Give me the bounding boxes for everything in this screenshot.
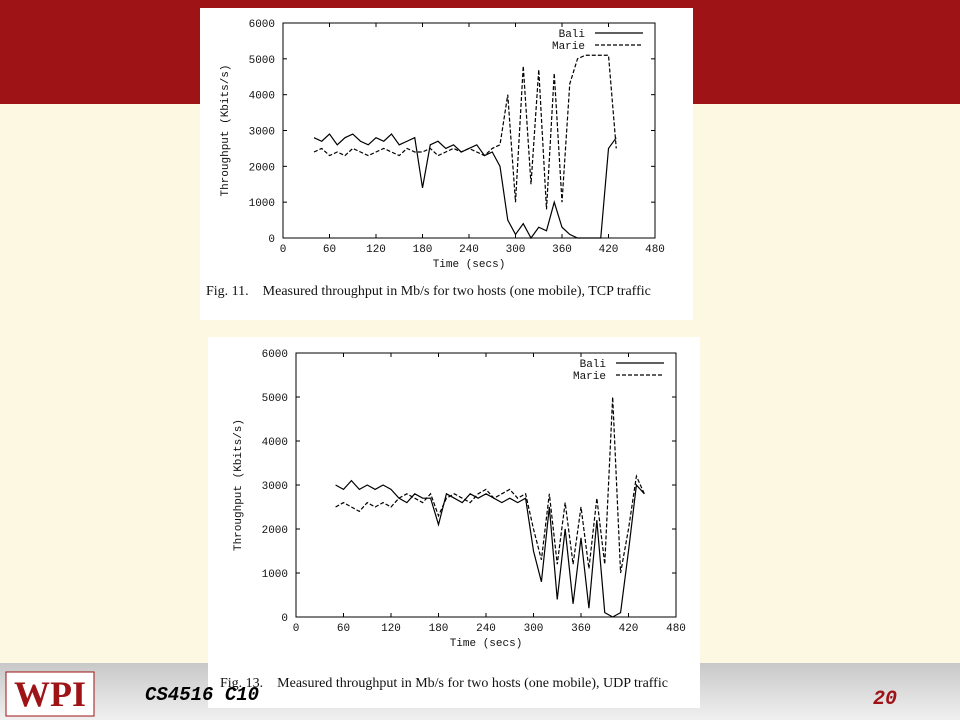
figure-image — [200, 8, 693, 320]
legend-label: Marie — [552, 41, 585, 53]
x-tick-label: 480 — [666, 623, 686, 635]
x-tick-label: 60 — [323, 244, 336, 256]
x-tick-label: 120 — [366, 244, 386, 256]
series-line — [335, 479, 645, 618]
x-tick-label: 420 — [599, 244, 619, 256]
x-tick-label: 120 — [381, 623, 401, 635]
y-tick-label: 6000 — [262, 349, 288, 361]
x-tick-label: 0 — [280, 244, 287, 256]
y-tick-label: 5000 — [262, 393, 288, 405]
x-tick-label: 60 — [337, 623, 350, 635]
y-tick-label: 4000 — [262, 437, 288, 449]
y-axis-label: Throughput (Kbits/s) — [220, 64, 232, 196]
y-tick-label: 3000 — [249, 127, 275, 139]
figure-caption: Fig. 13. Measured throughput in Mb/s for… — [220, 676, 668, 691]
y-axis-label: Throughput (Kbits/s) — [233, 419, 245, 551]
x-tick-label: 0 — [293, 623, 300, 635]
legend-label: Bali — [559, 29, 586, 41]
y-tick-label: 2000 — [262, 525, 288, 537]
series-line — [313, 54, 617, 210]
figure-image — [208, 337, 700, 708]
y-tick-label: 4000 — [249, 91, 275, 103]
x-tick-label: 240 — [459, 244, 479, 256]
x-axis-label: Time (secs) — [433, 259, 506, 271]
y-tick-label: 2000 — [249, 162, 275, 174]
x-tick-label: 240 — [476, 623, 496, 635]
logo: WPI — [14, 674, 86, 714]
y-tick-label: 0 — [281, 613, 288, 625]
x-tick-label: 300 — [506, 244, 526, 256]
series-line — [313, 133, 617, 240]
x-tick-label: 300 — [524, 623, 544, 635]
y-tick-label: 6000 — [249, 19, 275, 31]
x-tick-label: 420 — [619, 623, 639, 635]
legend-label: Marie — [573, 371, 606, 383]
y-tick-label: 0 — [268, 234, 275, 246]
y-tick-label: 1000 — [262, 569, 288, 581]
x-tick-label: 360 — [571, 623, 591, 635]
y-tick-label: 3000 — [262, 481, 288, 493]
x-tick-label: 480 — [645, 244, 665, 256]
x-tick-label: 180 — [429, 623, 449, 635]
series-line — [335, 396, 645, 574]
x-tick-label: 360 — [552, 244, 572, 256]
legend-label: Bali — [580, 359, 607, 371]
x-tick-label: 180 — [413, 244, 433, 256]
figure-caption: Fig. 11. Measured throughput in Mb/s for… — [206, 284, 651, 299]
x-axis-label: Time (secs) — [450, 638, 523, 650]
logo-box — [5, 671, 95, 717]
y-tick-label: 5000 — [249, 55, 275, 67]
y-tick-label: 1000 — [249, 198, 275, 210]
